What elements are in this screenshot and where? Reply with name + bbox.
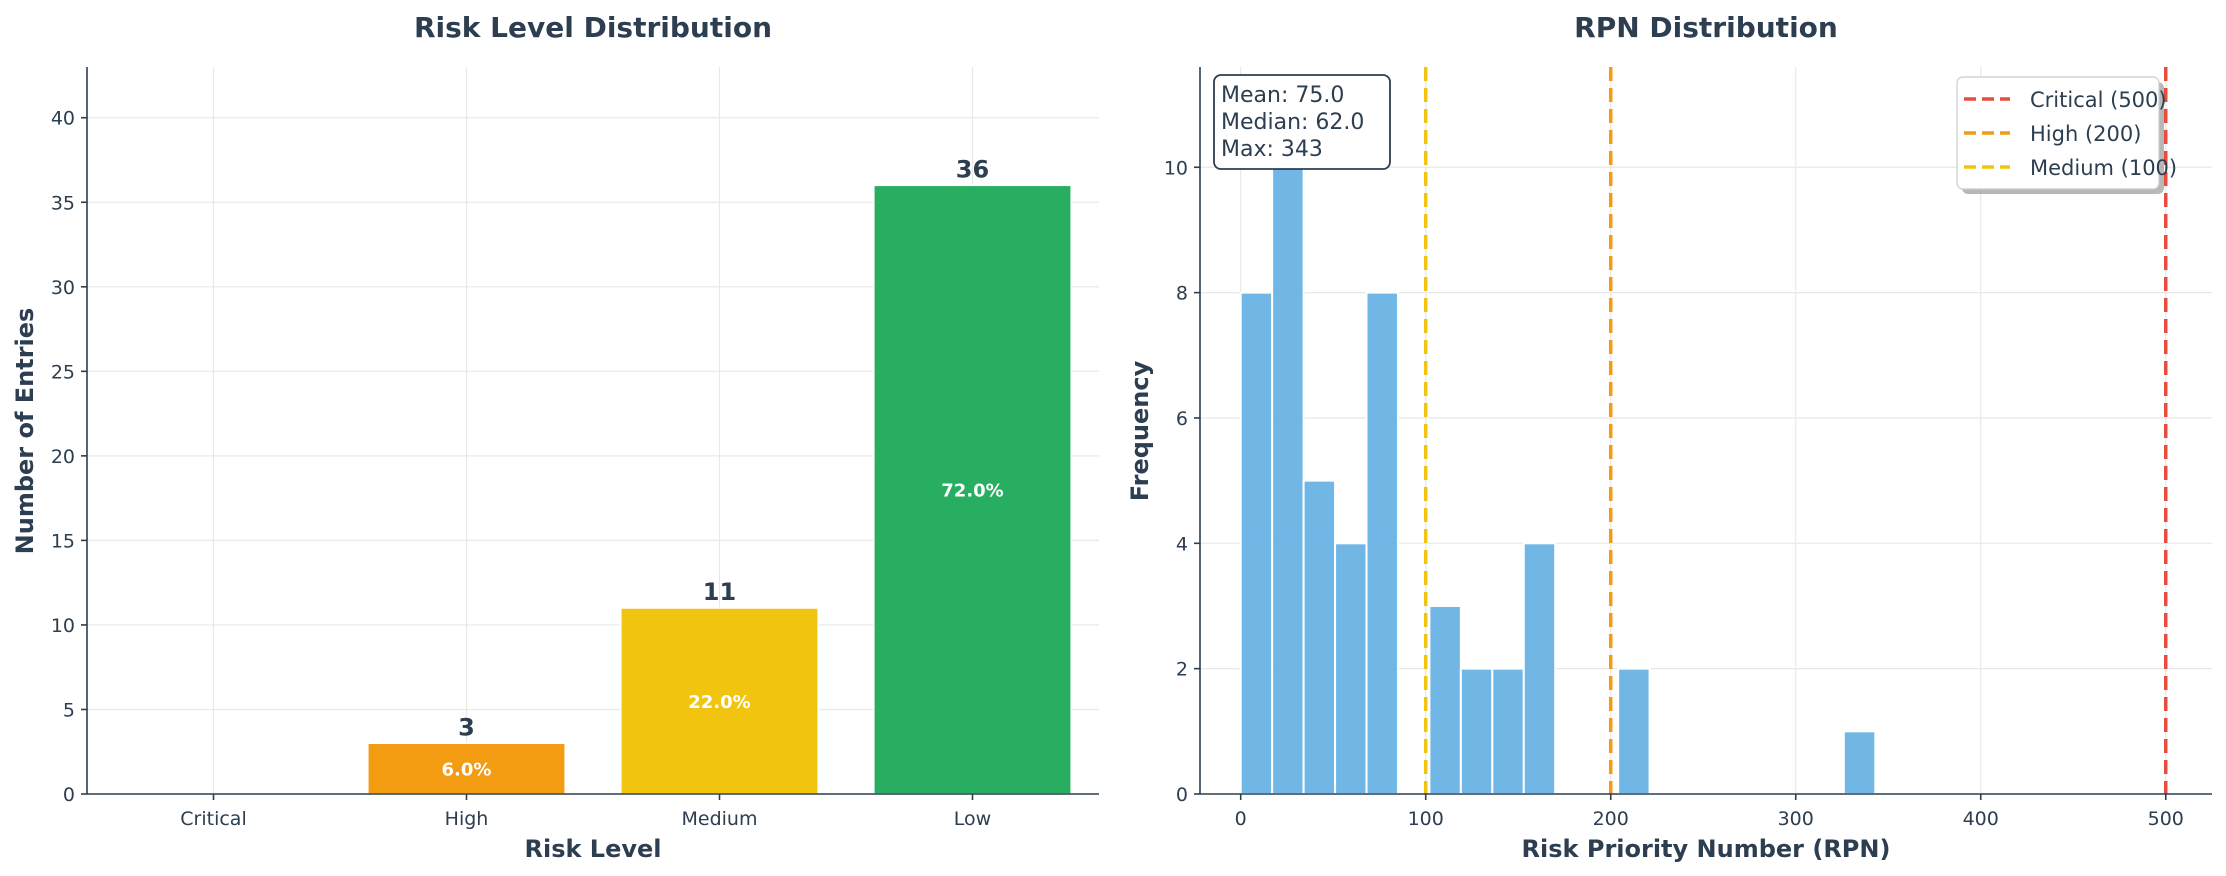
x-tick-label: 300 [1778,808,1814,830]
stats-box: Mean: 75.0 Median: 62.0 Max: 343 [1213,74,1391,170]
bar-percent-label: 22.0% [688,692,750,713]
bar [620,607,819,795]
x-tick-label: 100 [1408,808,1444,830]
histogram-bar [1239,291,1274,795]
histogram-bar [1365,291,1399,795]
y-tick-label: 10 [1164,157,1188,179]
x-tick-label: Low [954,808,991,830]
bar-value-label: 36 [956,155,989,183]
y-tick-label: 8 [1176,283,1188,305]
chart-title: RPN Distribution [1574,11,1838,44]
y-tick-label: 0 [63,784,75,806]
rpn-chart: RPN Distribution 0 2 4 6 8 10 0 100 200 300 400 50… [1126,11,2212,863]
y-tick-label: 5 [63,699,75,721]
x-axis-label: Risk Priority Number (RPN) [1522,835,1891,863]
histogram-bar [1842,730,1877,795]
y-tick-label: 10 [51,615,75,637]
x-tick-label: 0 [1235,808,1247,830]
x-tick-label: 200 [1593,808,1629,830]
histogram-bar [1334,542,1368,796]
bar [367,742,566,795]
y-axis-label: Number of Entries [11,308,39,555]
x-tick-label: Critical [180,808,246,830]
y-tick-label: 35 [51,192,75,214]
y-tick-label: 0 [1176,784,1188,806]
histogram-bar [1617,667,1651,795]
x-tick-label: 400 [1963,808,1999,830]
x-tick-label: High [445,808,489,830]
legend-frame [1956,76,2160,190]
y-tick-label: 25 [51,361,75,383]
x-tick-label: Medium [682,808,758,830]
chart-title: Risk Level Distribution [414,11,772,44]
x-axis-label: Risk Level [524,835,661,863]
histogram-bar [1491,667,1525,795]
stats-max: Max: 343 [1221,137,1323,162]
x-tick-label: 500 [2148,808,2184,830]
stats-mean: Mean: 75.0 [1221,83,1344,108]
bar-value-label: 3 [458,713,475,741]
histogram-bar [1459,667,1494,795]
histogram-bar [1271,103,1305,795]
y-tick-label: 6 [1176,408,1188,430]
risk-level-chart: Risk Level Distribution 3 6.0% 11 22.0% 36 72… [11,11,1099,863]
legend-label: High (200) [2030,122,2141,146]
bar-percent-label: 72.0% [941,481,1003,502]
legend-label: Critical (500) [2030,88,2167,112]
y-tick-label: 2 [1176,659,1188,681]
y-tick-label: 4 [1176,533,1188,555]
y-tick-label: 40 [51,108,75,130]
stats-box-frame [1213,74,1391,170]
legend: Critical (500) High (200) Medium (100) [1956,76,2177,194]
stats-median: Median: 62.0 [1221,110,1364,135]
legend-label: Medium (100) [2030,156,2177,180]
y-tick-label: 15 [51,530,75,552]
histogram-bar [1522,542,1557,796]
bar [873,184,1072,795]
bar-percent-label: 6.0% [442,760,492,781]
y-tick-label: 30 [51,277,75,299]
histogram-bar [1428,604,1462,796]
histogram-bar [1302,479,1337,795]
y-tick-label: 20 [51,446,75,468]
y-axis-label: Frequency [1126,360,1154,501]
bar-value-label: 11 [703,578,736,606]
